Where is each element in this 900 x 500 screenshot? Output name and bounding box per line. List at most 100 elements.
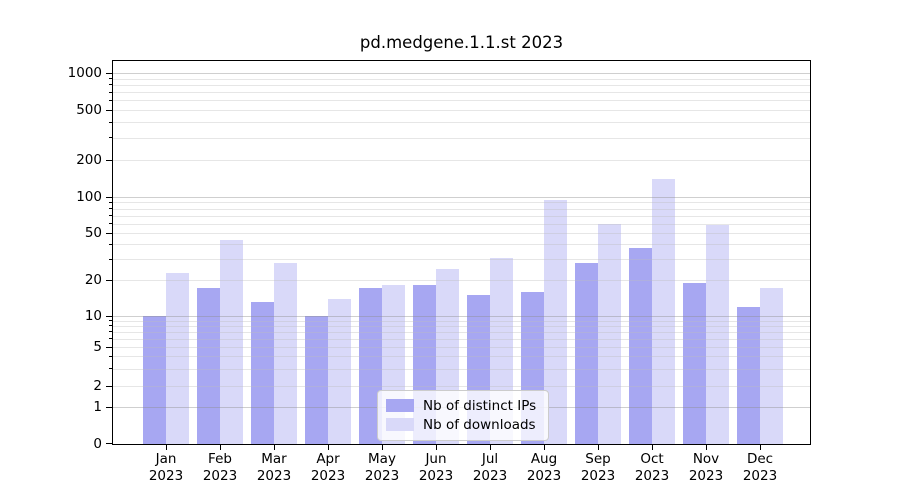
y-minor-tick [109, 258, 113, 260]
y-minor-tick [109, 201, 113, 203]
x-tick-label-mar: Mar 2023 [256, 451, 292, 484]
y-minor-tick [109, 368, 113, 370]
y-tick-label: 500 [76, 102, 102, 118]
legend: Nb of distinct IPs Nb of downloads [377, 390, 549, 441]
y-minor-tick [109, 91, 113, 93]
gridline-minor [113, 244, 810, 246]
gridline-minor [113, 92, 810, 94]
gridline-minor [113, 215, 810, 217]
x-tick-label-sep: Sep 2023 [580, 451, 616, 484]
x-tick [651, 444, 653, 450]
bar-distinct-ips-apr [305, 316, 328, 444]
y-minor-tick [109, 121, 113, 123]
bar-distinct-ips-feb [197, 288, 220, 444]
y-tick-label: 1 [93, 399, 102, 415]
x-tick-label-aug: Aug 2023 [526, 451, 562, 484]
x-tick-label-oct: Oct 2023 [634, 451, 670, 484]
gridline-minor [113, 223, 810, 225]
bar-downloads-sep [598, 223, 621, 444]
gridline-minor [113, 386, 810, 387]
gridline-minor [113, 259, 810, 261]
x-tick [543, 444, 545, 450]
bar-distinct-ips-jan [143, 316, 166, 444]
y-minor-tick [109, 320, 113, 322]
x-tick [273, 444, 275, 450]
gridline-minor [113, 84, 810, 86]
y-minor-tick [109, 215, 113, 217]
y-tick [106, 232, 113, 234]
y-minor-tick [109, 331, 113, 333]
y-tick-label: 2 [93, 378, 102, 394]
legend-label-distinct-ips: Nb of distinct IPs [423, 397, 537, 414]
gridline-minor [113, 331, 810, 333]
x-tick [705, 444, 707, 450]
y-minor-tick [109, 208, 113, 210]
bar-downloads-apr [328, 298, 351, 444]
x-tick [381, 444, 383, 450]
gridline-minor [113, 110, 810, 111]
y-minor-tick [109, 84, 113, 86]
bar-distinct-ips-sep [575, 262, 598, 444]
gridline-minor [113, 347, 810, 348]
x-tick [489, 444, 491, 450]
y-minor-tick [109, 137, 113, 139]
gridline-minor [113, 368, 810, 370]
y-tick [106, 346, 113, 348]
y-tick [106, 406, 113, 408]
gridline-minor [113, 122, 810, 124]
y-minor-tick [109, 355, 113, 357]
y-tick [106, 159, 113, 161]
bar-distinct-ips-nov [683, 282, 706, 444]
gridline-major [113, 197, 810, 198]
y-minor-tick [109, 243, 113, 245]
y-tick-label: 1000 [67, 65, 102, 81]
gridline-minor [113, 160, 810, 161]
bar-downloads-nov [706, 225, 729, 444]
x-tick-label-dec: Dec 2023 [742, 451, 778, 484]
y-tick-label: 10 [84, 308, 102, 324]
gridline-major [113, 73, 810, 74]
gridline-minor [113, 100, 810, 102]
y-tick-label: 50 [84, 225, 102, 241]
y-minor-tick [109, 223, 113, 225]
x-tick-label-may: May 2023 [364, 451, 400, 484]
x-tick-label-jun: Jun 2023 [418, 451, 454, 484]
y-tick-label: 200 [76, 152, 102, 168]
gridline-minor [113, 338, 810, 340]
y-tick [106, 72, 113, 74]
y-tick-label: 0 [93, 435, 102, 452]
y-minor-tick [109, 325, 113, 327]
bar-distinct-ips-mar [251, 302, 274, 444]
x-tick [327, 444, 329, 450]
legend-item-downloads: Nb of downloads [386, 415, 540, 434]
gridline-minor [113, 78, 810, 80]
y-tick [106, 109, 113, 111]
y-tick [106, 196, 113, 198]
gridline-minor [113, 202, 810, 204]
y-minor-tick [109, 338, 113, 340]
gridline-minor [113, 137, 810, 139]
bar-downloads-feb [220, 239, 243, 444]
bar-distinct-ips-may [359, 288, 382, 444]
bar-downloads-oct [652, 179, 675, 444]
y-minor-tick [109, 78, 113, 80]
x-tick [219, 444, 221, 450]
x-tick [597, 444, 599, 450]
y-tick [106, 443, 113, 444]
x-tick [165, 444, 167, 450]
y-tick [106, 279, 113, 281]
y-tick-label: 100 [76, 189, 102, 205]
bar-distinct-ips-dec [737, 306, 760, 444]
gridline-minor [113, 280, 810, 281]
bar-distinct-ips-oct [629, 248, 652, 444]
x-tick-label-feb: Feb 2023 [202, 451, 238, 484]
y-tick [106, 315, 113, 317]
x-tick-label-nov: Nov 2023 [688, 451, 724, 484]
x-tick-label-jul: Jul 2023 [472, 451, 508, 484]
gridline-major [113, 316, 810, 317]
legend-item-distinct-ips: Nb of distinct IPs [386, 396, 540, 415]
legend-swatch-distinct-ips [386, 399, 414, 412]
x-tick [759, 444, 761, 450]
x-tick [435, 444, 437, 450]
